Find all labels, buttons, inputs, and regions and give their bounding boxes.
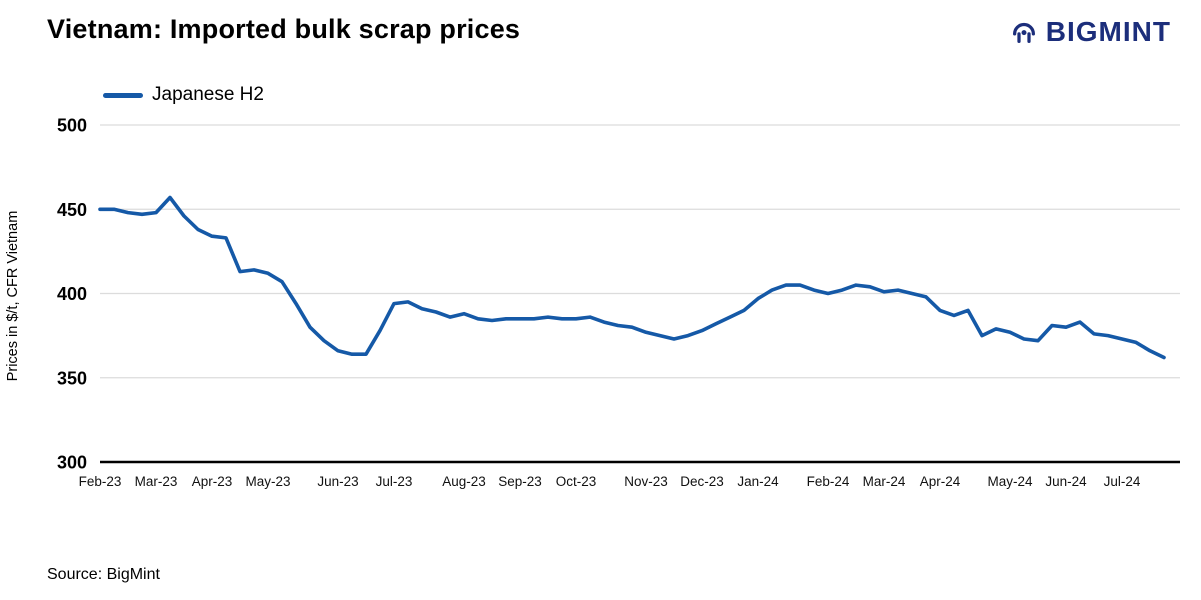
x-tick-label: Apr-23	[192, 474, 233, 489]
legend-swatch	[103, 92, 143, 98]
x-tick-label: Feb-23	[79, 474, 122, 489]
x-tick-label: Mar-23	[135, 474, 178, 489]
y-tick-label: 300	[57, 453, 87, 473]
bigmint-logo: BIGMINT	[1009, 16, 1171, 48]
x-tick-label: Apr-24	[920, 474, 961, 489]
x-tick-label: May-24	[987, 474, 1033, 489]
y-tick-label: 350	[57, 368, 87, 388]
bigmint-logo-text: BIGMINT	[1045, 16, 1171, 47]
y-tick-label: 500	[57, 116, 87, 136]
x-tick-label: Dec-23	[680, 474, 724, 489]
x-tick-label: Oct-23	[556, 474, 597, 489]
x-tick-label: Nov-23	[624, 474, 668, 489]
source-note: Source: BigMint	[47, 566, 160, 583]
bigmint-walrus-icon	[1012, 22, 1035, 43]
x-tick-label: Feb-24	[807, 474, 850, 489]
x-tick-label: Jan-24	[737, 474, 779, 489]
y-tick-label: 450	[57, 200, 87, 220]
x-tick-label: Jun-23	[317, 474, 358, 489]
x-tick-label: May-23	[245, 474, 290, 489]
x-tick-label: Sep-23	[498, 474, 542, 489]
x-tick-label: Mar-24	[863, 474, 906, 489]
chart-title: Vietnam: Imported bulk scrap prices	[47, 14, 521, 44]
x-tick-label: Jun-24	[1045, 474, 1087, 489]
y-tick-label: 400	[57, 284, 87, 304]
legend-label: Japanese H2	[152, 84, 264, 105]
x-tick-label: Jul-24	[1104, 474, 1141, 489]
legend: Japanese H2	[103, 84, 264, 106]
x-tick-label: Aug-23	[442, 474, 486, 489]
price-line	[98, 195, 1166, 360]
x-tick-label: Jul-23	[376, 474, 413, 489]
